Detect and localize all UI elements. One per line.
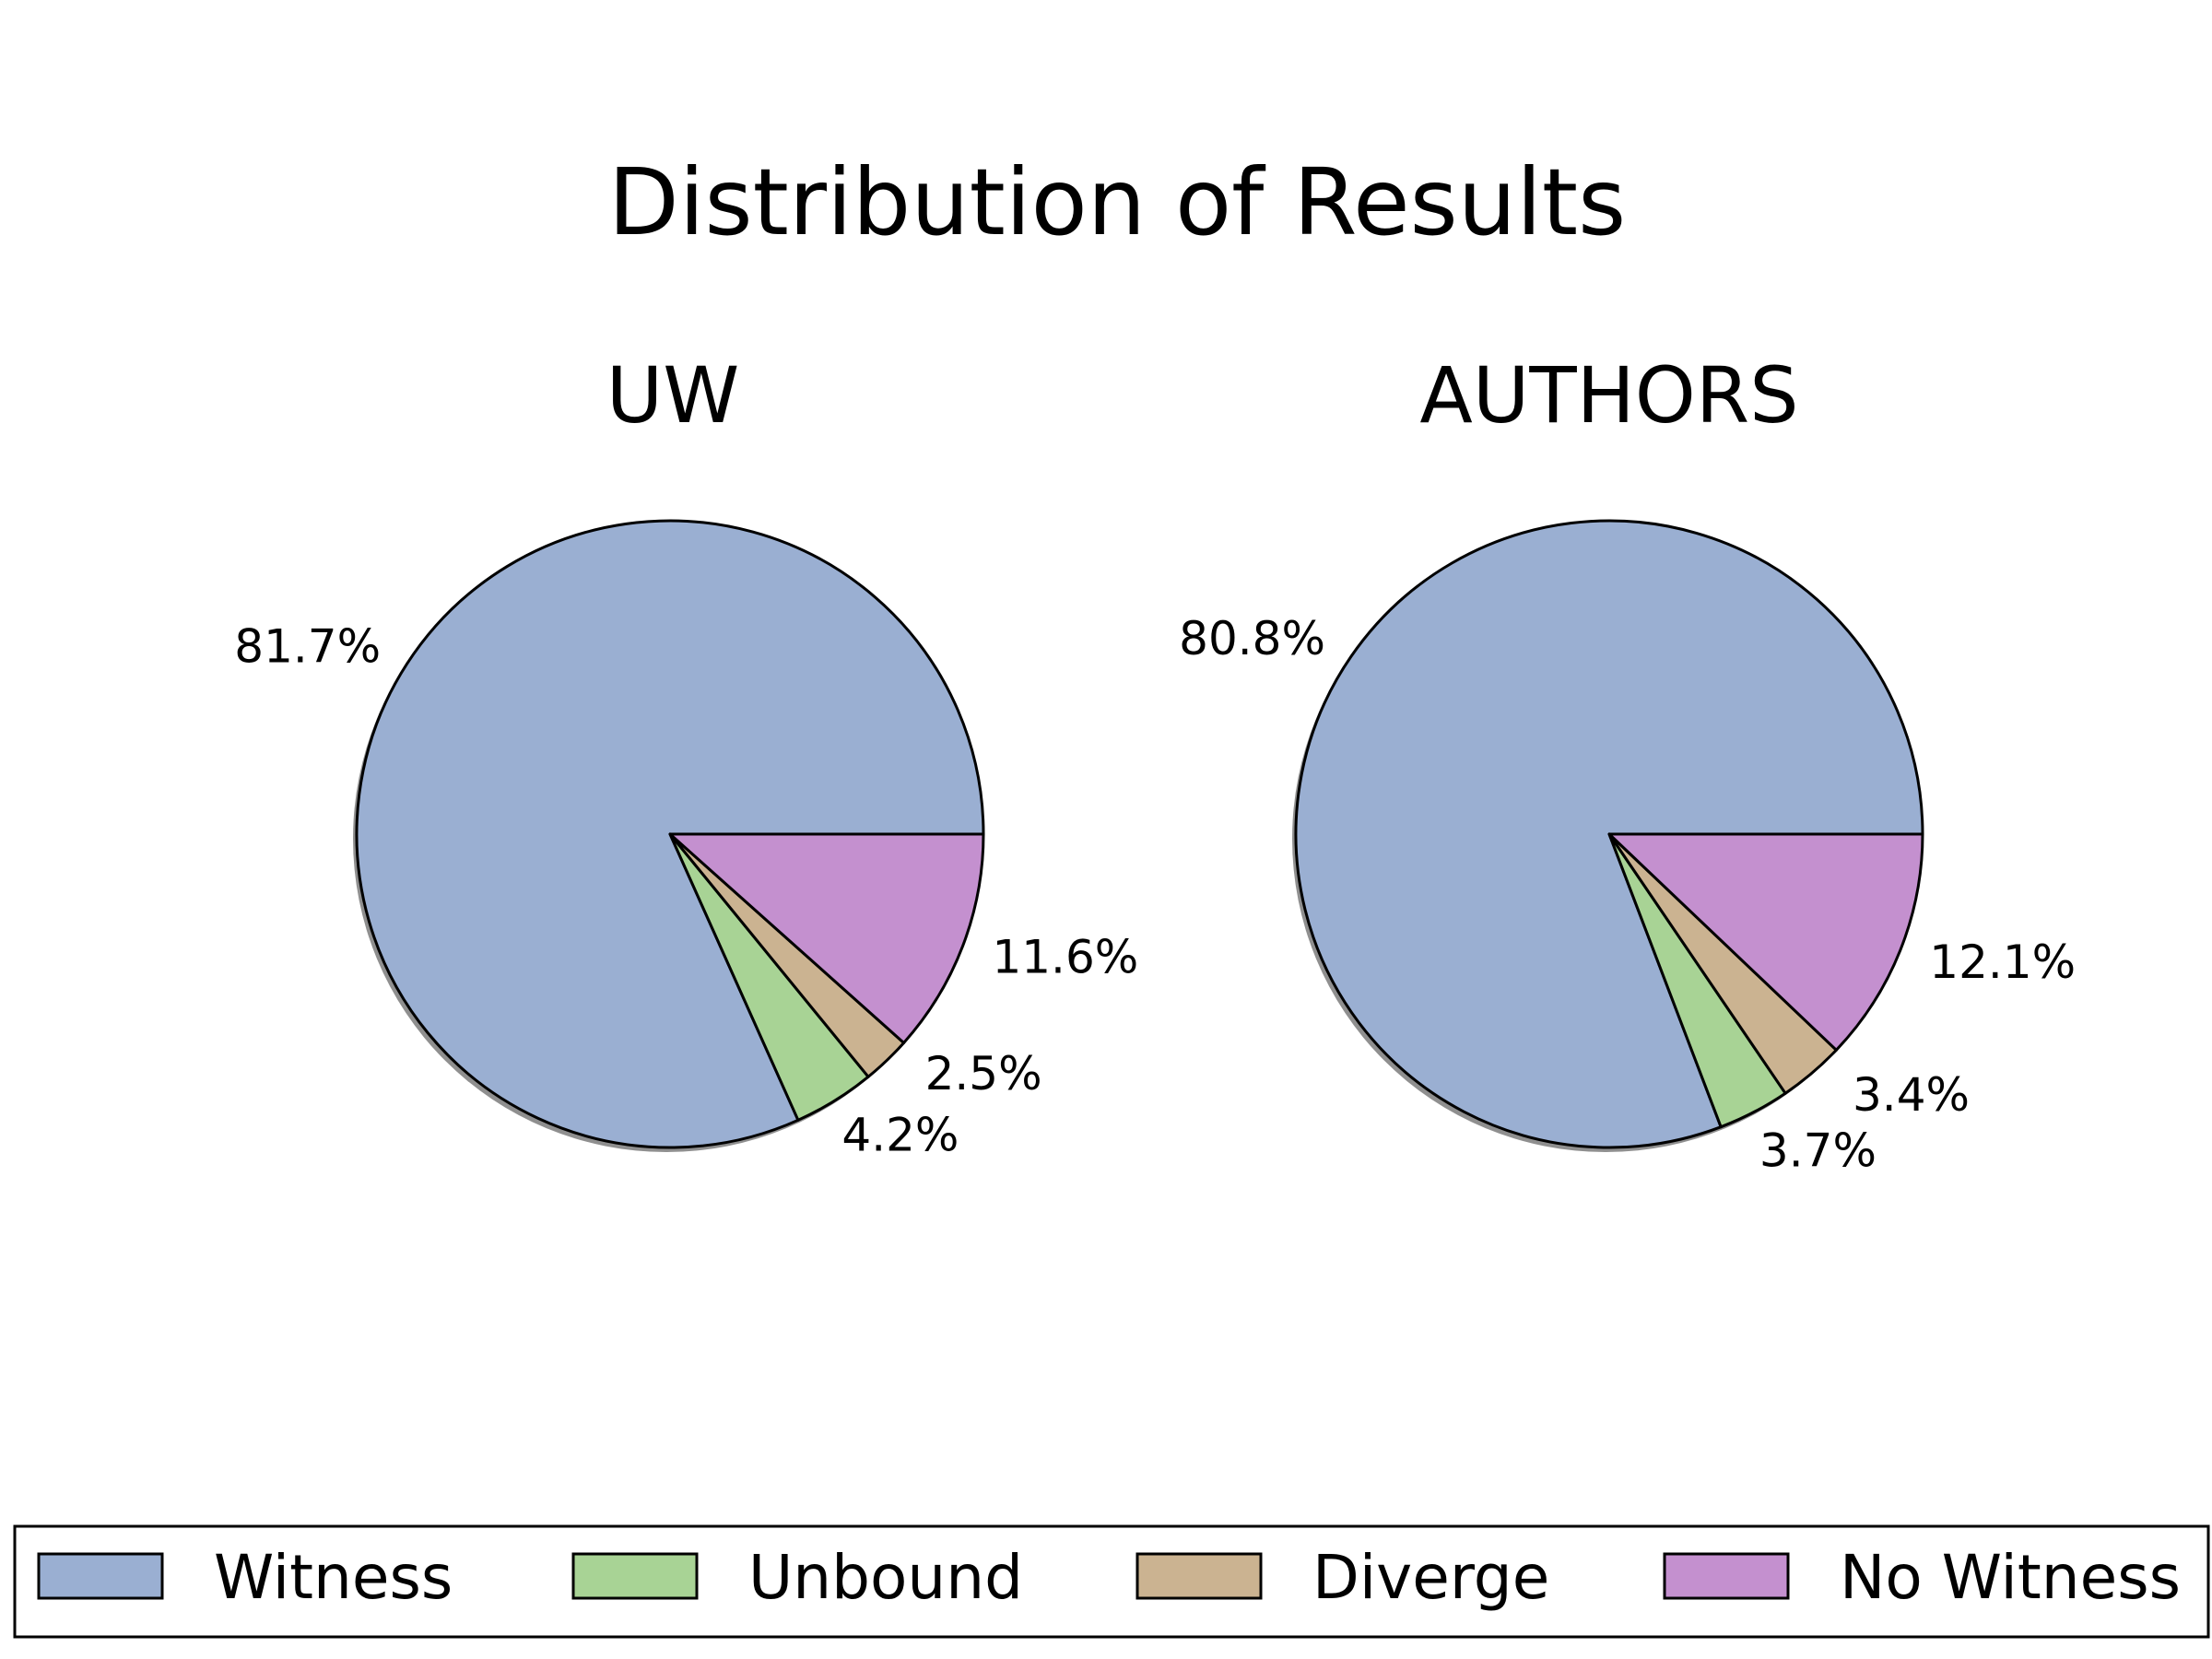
legend-label-no-witness: No Witness [1840, 1542, 2181, 1613]
pie-uw-label-unbound: 4.2% [841, 1108, 959, 1161]
pie-uw-label-diverge: 2.5% [925, 1047, 1042, 1100]
pie-authors-label-unbound: 3.7% [1759, 1124, 1877, 1178]
pie-authors: AUTHORS 80.8% 3.7%3.4% 12.1% [1179, 350, 2076, 1178]
pie-authors-label-diverge: 3.4% [1853, 1068, 1970, 1122]
pie-uw-title: UW [606, 350, 740, 441]
legend-frame [13, 1524, 2210, 1639]
pie-authors-label-no-witness: 12.1% [1929, 935, 2076, 989]
legend-swatch-diverge [1135, 1552, 1263, 1600]
legend-label-unbound: Unbound [748, 1542, 1023, 1613]
legend-swatch-witness [37, 1552, 164, 1600]
legend: Witness Unbound Diverge No Witness [13, 1524, 2210, 1639]
legend-label-witness: Witness [214, 1542, 453, 1613]
pie-authors-label-witness: 80.8% [1179, 612, 1325, 665]
legend-swatch-no-witness [1663, 1552, 1790, 1600]
pie-uw-label-witness: 81.7% [234, 620, 381, 674]
pie-authors-title: AUTHORS [1419, 350, 1798, 441]
figure-title: Distribution of Results [608, 148, 1626, 256]
pie-uw-label-no-witness: 11.6% [992, 930, 1138, 983]
legend-label-diverge: Diverge [1312, 1542, 1549, 1613]
pie-authors-slice-no-witness [1607, 832, 1924, 1052]
pie-uw: UW 81.7% 4.2% 2.5% 11.6% [234, 350, 1138, 1161]
legend-swatch-unbound [571, 1552, 699, 1600]
pie-uw-slice-no-witness [668, 832, 985, 1044]
